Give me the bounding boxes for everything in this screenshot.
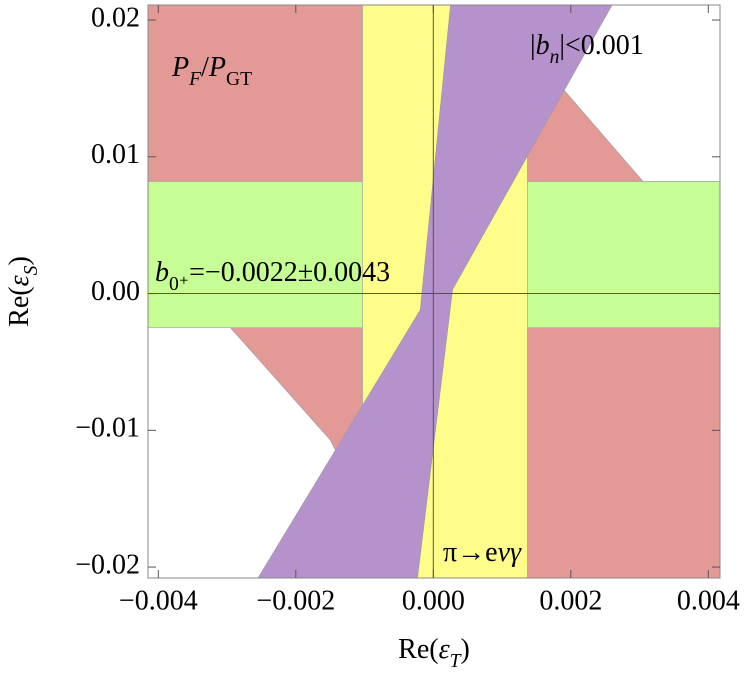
region-label: PF/PGT xyxy=(171,52,252,90)
region-label: b0⁺=−0.0022±0.0043 xyxy=(155,257,390,295)
label-part: π→e xyxy=(443,537,498,568)
x-tick-label: 0.002 xyxy=(539,585,602,616)
label-part: S xyxy=(21,265,42,275)
label-part: 0⁺ xyxy=(169,274,189,295)
label-part: νγ xyxy=(498,537,522,568)
label-part: | xyxy=(530,30,536,61)
plot-frame xyxy=(147,4,721,579)
region-label: |bn|<0.001 xyxy=(530,30,644,68)
region-label: π→eνγ xyxy=(443,537,522,568)
label-part: ε xyxy=(4,275,35,286)
x-tick-label: −0.004 xyxy=(119,585,198,616)
label-part: b xyxy=(536,30,550,61)
y-tick-label: −0.02 xyxy=(75,549,140,580)
y-axis-label: Re(εS) xyxy=(4,256,42,327)
x-tick-label: −0.002 xyxy=(256,585,335,616)
y-tick-label: 0.01 xyxy=(91,139,140,170)
label-part: F xyxy=(188,69,202,90)
y-tick-label: 0.00 xyxy=(91,276,140,307)
label-part: b xyxy=(155,257,169,288)
label-part: ) xyxy=(4,256,35,265)
x-axis-label: Re(εT) xyxy=(398,634,470,672)
label-part: P xyxy=(208,52,226,83)
label-part: Re( xyxy=(4,286,35,326)
label-part: P xyxy=(171,52,189,83)
label-part: =−0.0022±0.0043 xyxy=(189,257,390,288)
y-tick-label: −0.01 xyxy=(75,413,140,444)
label-part: |<0.001 xyxy=(559,30,643,61)
label-part: T xyxy=(450,651,463,672)
label-part: Re( xyxy=(398,634,438,665)
label-part: / xyxy=(201,52,209,83)
label-part: ε xyxy=(439,634,450,665)
x-tick-label: 0.000 xyxy=(402,585,465,616)
y-tick-label: 0.02 xyxy=(91,2,140,33)
label-part: ) xyxy=(461,634,470,665)
label-part: GT xyxy=(226,69,252,90)
x-tick-label: 0.004 xyxy=(677,585,740,616)
label-part: n xyxy=(550,47,560,68)
